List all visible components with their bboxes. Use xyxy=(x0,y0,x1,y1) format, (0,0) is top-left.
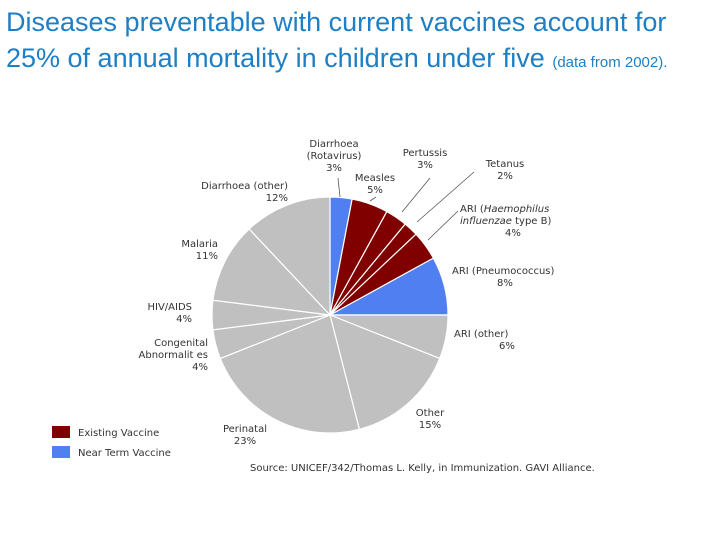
slice-label: Perinatal 23% xyxy=(223,424,267,447)
leader-line xyxy=(369,196,377,202)
slide-title: Diseases preventable with current vaccin… xyxy=(6,4,714,81)
pie-slice xyxy=(212,228,332,316)
slice-label: Other 15% xyxy=(416,408,445,431)
title-note: (data from 2002). xyxy=(552,54,668,71)
slice-label: Diarrhoea (other) 12% xyxy=(201,181,288,204)
leader-line xyxy=(427,210,459,241)
slice-label: Diarrhoea (Rotavirus) 3% xyxy=(307,139,362,174)
leader-lines xyxy=(337,171,475,241)
pie-slices xyxy=(211,196,449,434)
legend-label: Existing Vaccine xyxy=(78,428,159,439)
title-main: Diseases preventable with current vaccin… xyxy=(6,7,667,73)
pie-slice xyxy=(219,314,361,434)
slice-label: Pertussis 3% xyxy=(403,148,448,171)
leader-line xyxy=(416,171,475,223)
slice-label: ARI (Haemophilus influenzae type B) 4% xyxy=(460,204,551,239)
legend: Existing Vaccine Near Term Vaccine xyxy=(52,426,171,459)
slice-label: Malaria 11% xyxy=(181,239,218,262)
slice-label: HIV/AIDS 4% xyxy=(147,302,192,325)
legend-swatch xyxy=(52,446,70,458)
source-note: Source: UNICEF/342/Thomas L. Kelly, in I… xyxy=(250,463,595,474)
pie-slice xyxy=(329,314,441,431)
slice-label: Measles 5% xyxy=(355,173,395,196)
legend-label: Near Term Vaccine xyxy=(78,448,171,459)
slice-labels: Diarrhoea (Rotavirus) 3%Measles 5% Pertussis… xyxy=(139,139,555,447)
leader-line xyxy=(337,177,341,198)
slice-label: Tetanus 2% xyxy=(485,159,525,182)
slice-label: ARI (Pneumococcus) 8% xyxy=(452,266,555,289)
leader-line xyxy=(401,177,431,213)
slice-label: Congenital Abnormalit es 4% xyxy=(139,338,208,373)
legend-swatch xyxy=(52,426,70,438)
pie-slice xyxy=(248,196,331,317)
slice-label: ARI (other) 6% xyxy=(454,329,515,352)
